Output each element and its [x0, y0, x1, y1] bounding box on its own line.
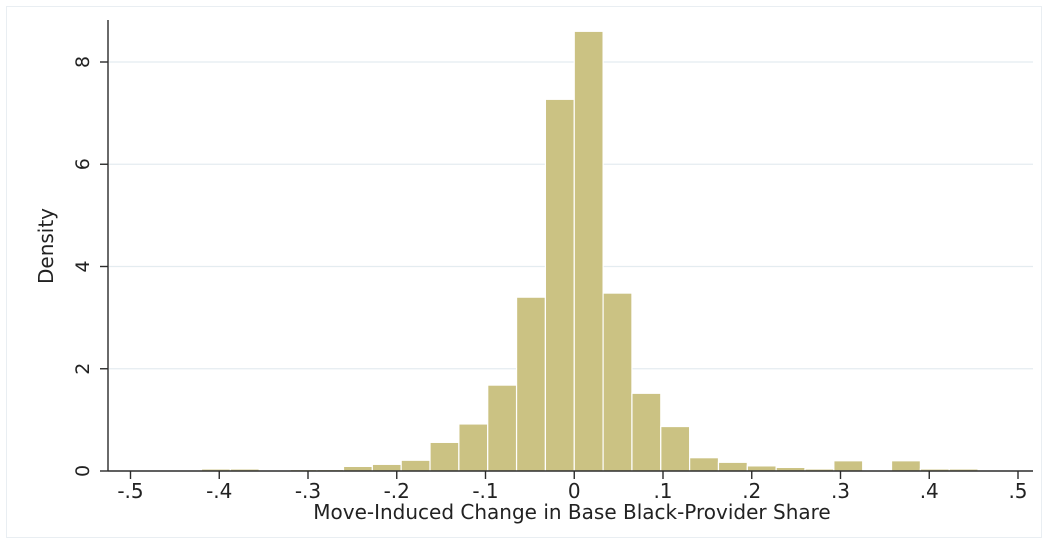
histogram-bar: [429, 441, 460, 472]
histogram-bar: [833, 460, 864, 472]
histogram-bar: [746, 465, 777, 472]
x-tick-label: .3: [831, 479, 850, 503]
histogram-bar: [631, 392, 662, 472]
y-tick-label: 0: [72, 465, 94, 477]
x-tick-label: -.4: [206, 479, 232, 503]
x-tick-label: -.1: [472, 479, 498, 503]
axes: [107, 20, 1033, 472]
y-tick-label: 2: [72, 363, 94, 375]
histogram-bar: [371, 463, 402, 472]
x-axis-ticks: -.5 -.4 -.3 -.2 -.1 0 .1 .2 .3 .4 .5: [117, 471, 1028, 503]
y-axis-ticks: 0 2 4 6 8: [72, 56, 108, 477]
histogram-bar: [515, 296, 547, 472]
chart-frame: [6, 6, 1042, 538]
y-tick-label: 8: [72, 56, 94, 68]
x-tick-label: .1: [653, 479, 672, 503]
histogram-bar: [689, 457, 720, 472]
histogram-bar: [458, 423, 489, 472]
histogram-bar: [544, 98, 575, 472]
histogram-bar: [717, 461, 748, 472]
histogram-bar: [660, 425, 691, 472]
x-tick-label: -.2: [384, 479, 410, 503]
x-axis-label: Move-Induced Change in Base Black-Provid…: [313, 500, 830, 524]
histogram-bar: [400, 459, 431, 472]
y-axis-label: Density: [34, 208, 58, 284]
histogram-bar: [602, 292, 633, 472]
histogram-bar: [487, 384, 518, 472]
x-tick-label: .4: [920, 479, 939, 503]
histogram-bar: [573, 30, 604, 472]
x-tick-label: .2: [742, 479, 761, 503]
histogram-bars: [143, 30, 979, 472]
x-tick-label: -.5: [117, 479, 143, 503]
y-tick-label: 4: [72, 260, 94, 272]
x-tick-label: .5: [1008, 479, 1027, 503]
histogram-bar: [890, 460, 921, 472]
y-tick-label: 6: [72, 158, 94, 170]
x-tick-label: 0: [568, 479, 581, 503]
x-tick-label: -.3: [295, 479, 321, 503]
